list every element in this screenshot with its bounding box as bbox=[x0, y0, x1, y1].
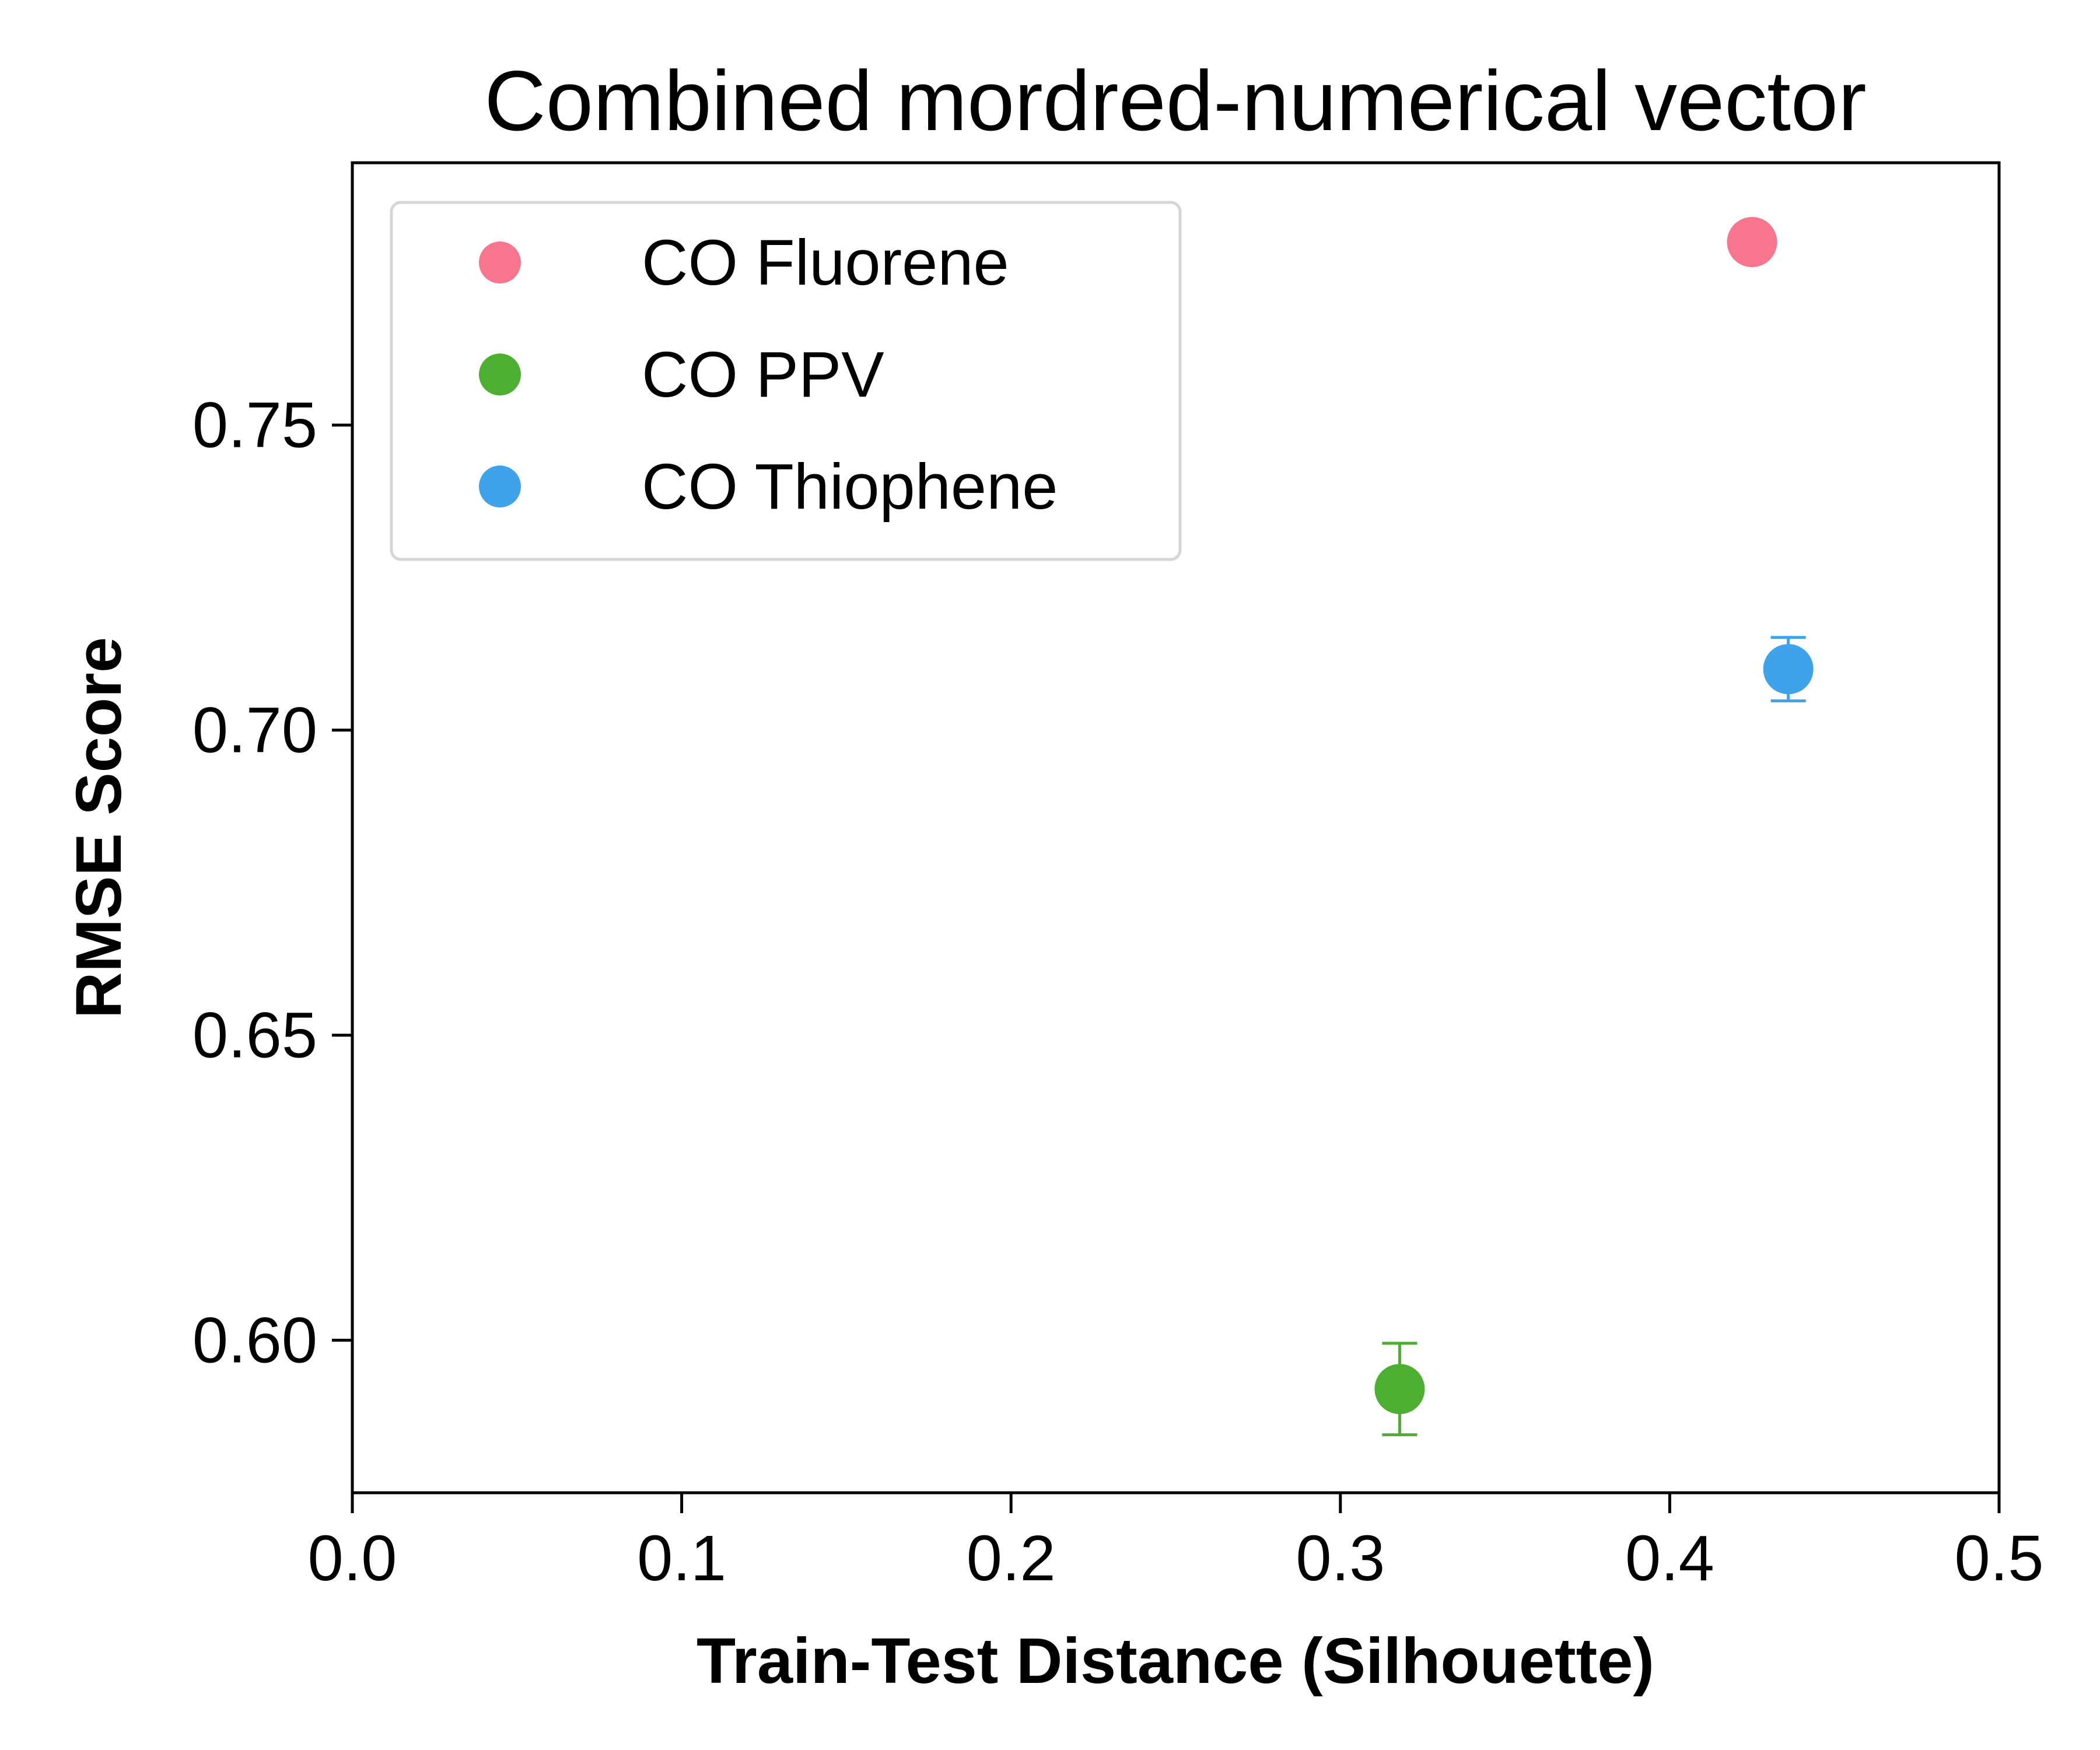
x-tick-label: 0.1 bbox=[637, 1522, 726, 1594]
x-axis-ticks: 0.0 0.1 0.2 0.3 0.4 0.5 bbox=[308, 1493, 2044, 1594]
x-tick-label: 0.3 bbox=[1296, 1522, 1385, 1594]
x-tick-label: 0.5 bbox=[1955, 1522, 2044, 1594]
legend-marker bbox=[479, 466, 521, 508]
series-co-fluorene bbox=[1727, 216, 1777, 267]
data-points bbox=[1374, 216, 1814, 1437]
y-axis-ticks: 0.60 0.65 0.70 0.75 bbox=[192, 390, 352, 1377]
legend-marker bbox=[479, 354, 521, 396]
x-axis-label: Train-Test Distance (Silhouette) bbox=[696, 1625, 1654, 1697]
data-point bbox=[1374, 1364, 1425, 1415]
y-axis-label: RMSE Score bbox=[63, 637, 135, 1019]
plot-frame bbox=[351, 161, 2001, 1494]
legend: CO Fluorene CO PPV CO Thiophene bbox=[390, 201, 1182, 561]
y-tick-label: 0.70 bbox=[192, 695, 317, 766]
legend-box bbox=[390, 201, 1182, 561]
data-point bbox=[1763, 644, 1814, 695]
series-co-ppv bbox=[1374, 1342, 1425, 1437]
legend-label: CO Thiophene bbox=[642, 451, 1058, 523]
y-tick-label: 0.75 bbox=[192, 390, 317, 461]
x-tick-label: 0.0 bbox=[308, 1522, 397, 1594]
y-tick-label: 0.60 bbox=[192, 1305, 317, 1377]
y-tick-label: 0.65 bbox=[192, 1000, 317, 1072]
data-point bbox=[1727, 216, 1777, 267]
x-tick-label: 0.4 bbox=[1625, 1522, 1714, 1594]
series-co-thiophene bbox=[1763, 636, 1814, 702]
legend-marker bbox=[479, 242, 521, 284]
plot-area bbox=[351, 161, 2001, 1494]
x-tick-label: 0.2 bbox=[967, 1522, 1056, 1594]
legend-label: CO PPV bbox=[642, 339, 884, 411]
legend-label: CO Fluorene bbox=[642, 227, 1009, 299]
chart-title: Combined mordred-numerical vector bbox=[484, 53, 1866, 148]
